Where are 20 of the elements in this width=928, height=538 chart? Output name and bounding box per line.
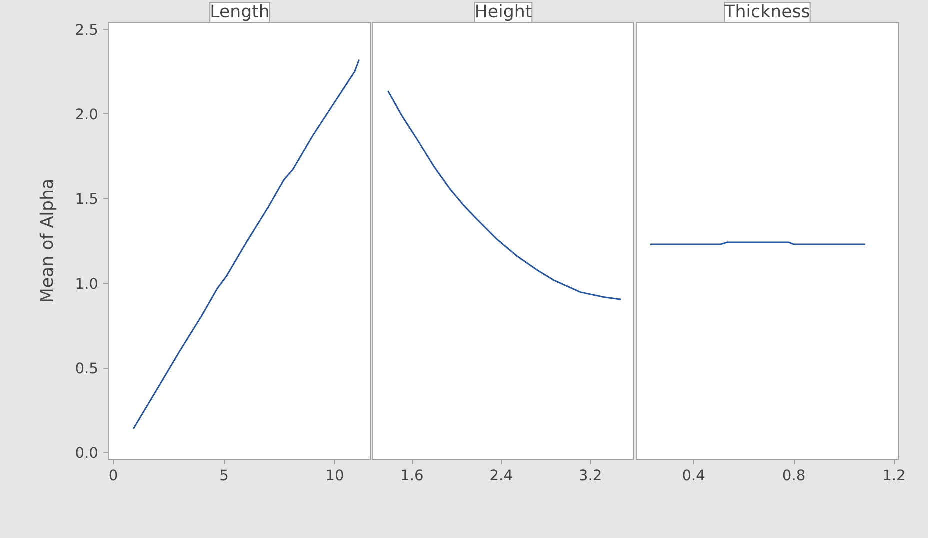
y-axis-title: Mean of Alpha — [38, 178, 58, 304]
x-tick-label: 10 — [326, 468, 344, 484]
y-tick-label: 1.0 — [75, 276, 99, 293]
y-tick-label: 2.0 — [75, 106, 99, 124]
chart-title: Length — [210, 2, 270, 22]
x-tick-label: 1.6 — [400, 468, 424, 484]
x-tick-label: 0 — [108, 468, 118, 484]
y-tick-label: 0.5 — [75, 360, 99, 378]
line-series — [132, 59, 360, 430]
y-tick-label: 2.5 — [75, 22, 99, 39]
y-tick-label: 0.0 — [75, 445, 99, 462]
x-tick-label: 1.2 — [882, 468, 906, 484]
x-tick-label: 2.4 — [490, 468, 514, 484]
chart-title: Height — [474, 2, 532, 22]
x-tick-label: 0.4 — [682, 468, 706, 484]
x-tick-label: 3.2 — [578, 468, 602, 484]
x-tick-label: 5 — [220, 468, 229, 484]
chart-title: Thickness — [724, 2, 810, 22]
x-tick-label: 0.8 — [782, 468, 806, 484]
y-tick-label: 1.5 — [75, 191, 99, 208]
